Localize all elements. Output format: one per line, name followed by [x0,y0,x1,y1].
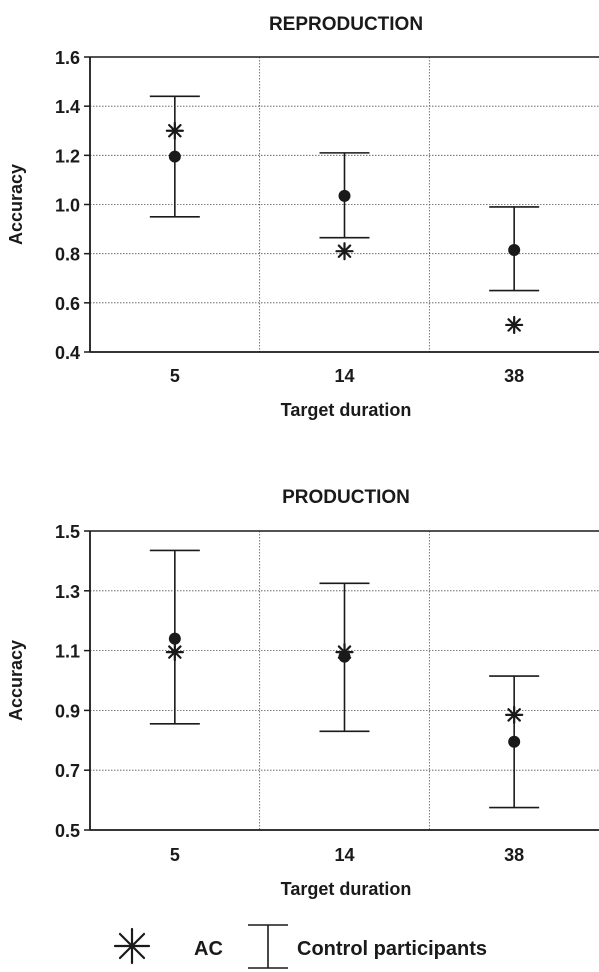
ac-point [335,642,354,662]
y-tick-label: 0.8 [55,245,80,265]
ac-legend-icon [113,927,151,965]
y-tick-label: 1.0 [55,196,80,216]
x-tick-label: 38 [504,845,524,865]
y-tick-label: 0.4 [55,343,80,363]
control-mean-point [508,243,521,256]
x-axis-label: Target duration [281,400,412,420]
control-mean-point [508,735,521,748]
control-mean-point [168,150,181,163]
legend: AC Control participants [113,924,487,969]
control-mean-point [168,632,181,645]
y-tick-label: 0.5 [55,821,80,841]
ac-point [335,242,354,261]
x-tick-label: 14 [334,366,354,386]
y-tick-label: 1.2 [55,146,80,166]
y-tick-label: 0.9 [55,701,80,721]
x-tick-label: 5 [170,366,180,386]
chart-title: REPRODUCTION [269,14,423,35]
y-tick-label: 1.3 [55,582,80,602]
y-axis-label: Accuracy [6,640,26,721]
legend-label-ac: AC [194,938,223,960]
legend-label-control: Control participants [297,938,487,960]
y-tick-label: 0.7 [55,761,80,781]
x-tick-label: 14 [334,845,354,865]
y-tick-label: 1.5 [55,522,80,542]
ac-point [505,315,524,335]
ac-point [165,121,184,140]
control-mean-point [338,189,351,202]
production-chart: PRODUCTION 0.5 0.7 0.9 1.1 1.3 1.5 5 14 38 Target … [6,487,599,899]
x-tick-label: 38 [504,366,524,386]
y-tick-label: 1.4 [55,97,80,117]
ac-point [505,705,524,724]
x-tick-label: 5 [170,845,180,865]
x-axis-label: Target duration [281,879,412,899]
y-tick-label: 0.6 [55,294,80,314]
y-tick-label: 1.6 [55,48,80,68]
chart-title: PRODUCTION [282,487,410,508]
y-axis-label: Accuracy [6,164,26,245]
ac-point [165,642,184,662]
reproduction-chart: REPRODUCTION 0.4 0.6 0.8 1.0 1.2 1.4 1.6 5 14 38 Ta… [6,14,599,420]
y-tick-label: 1.1 [55,642,80,662]
